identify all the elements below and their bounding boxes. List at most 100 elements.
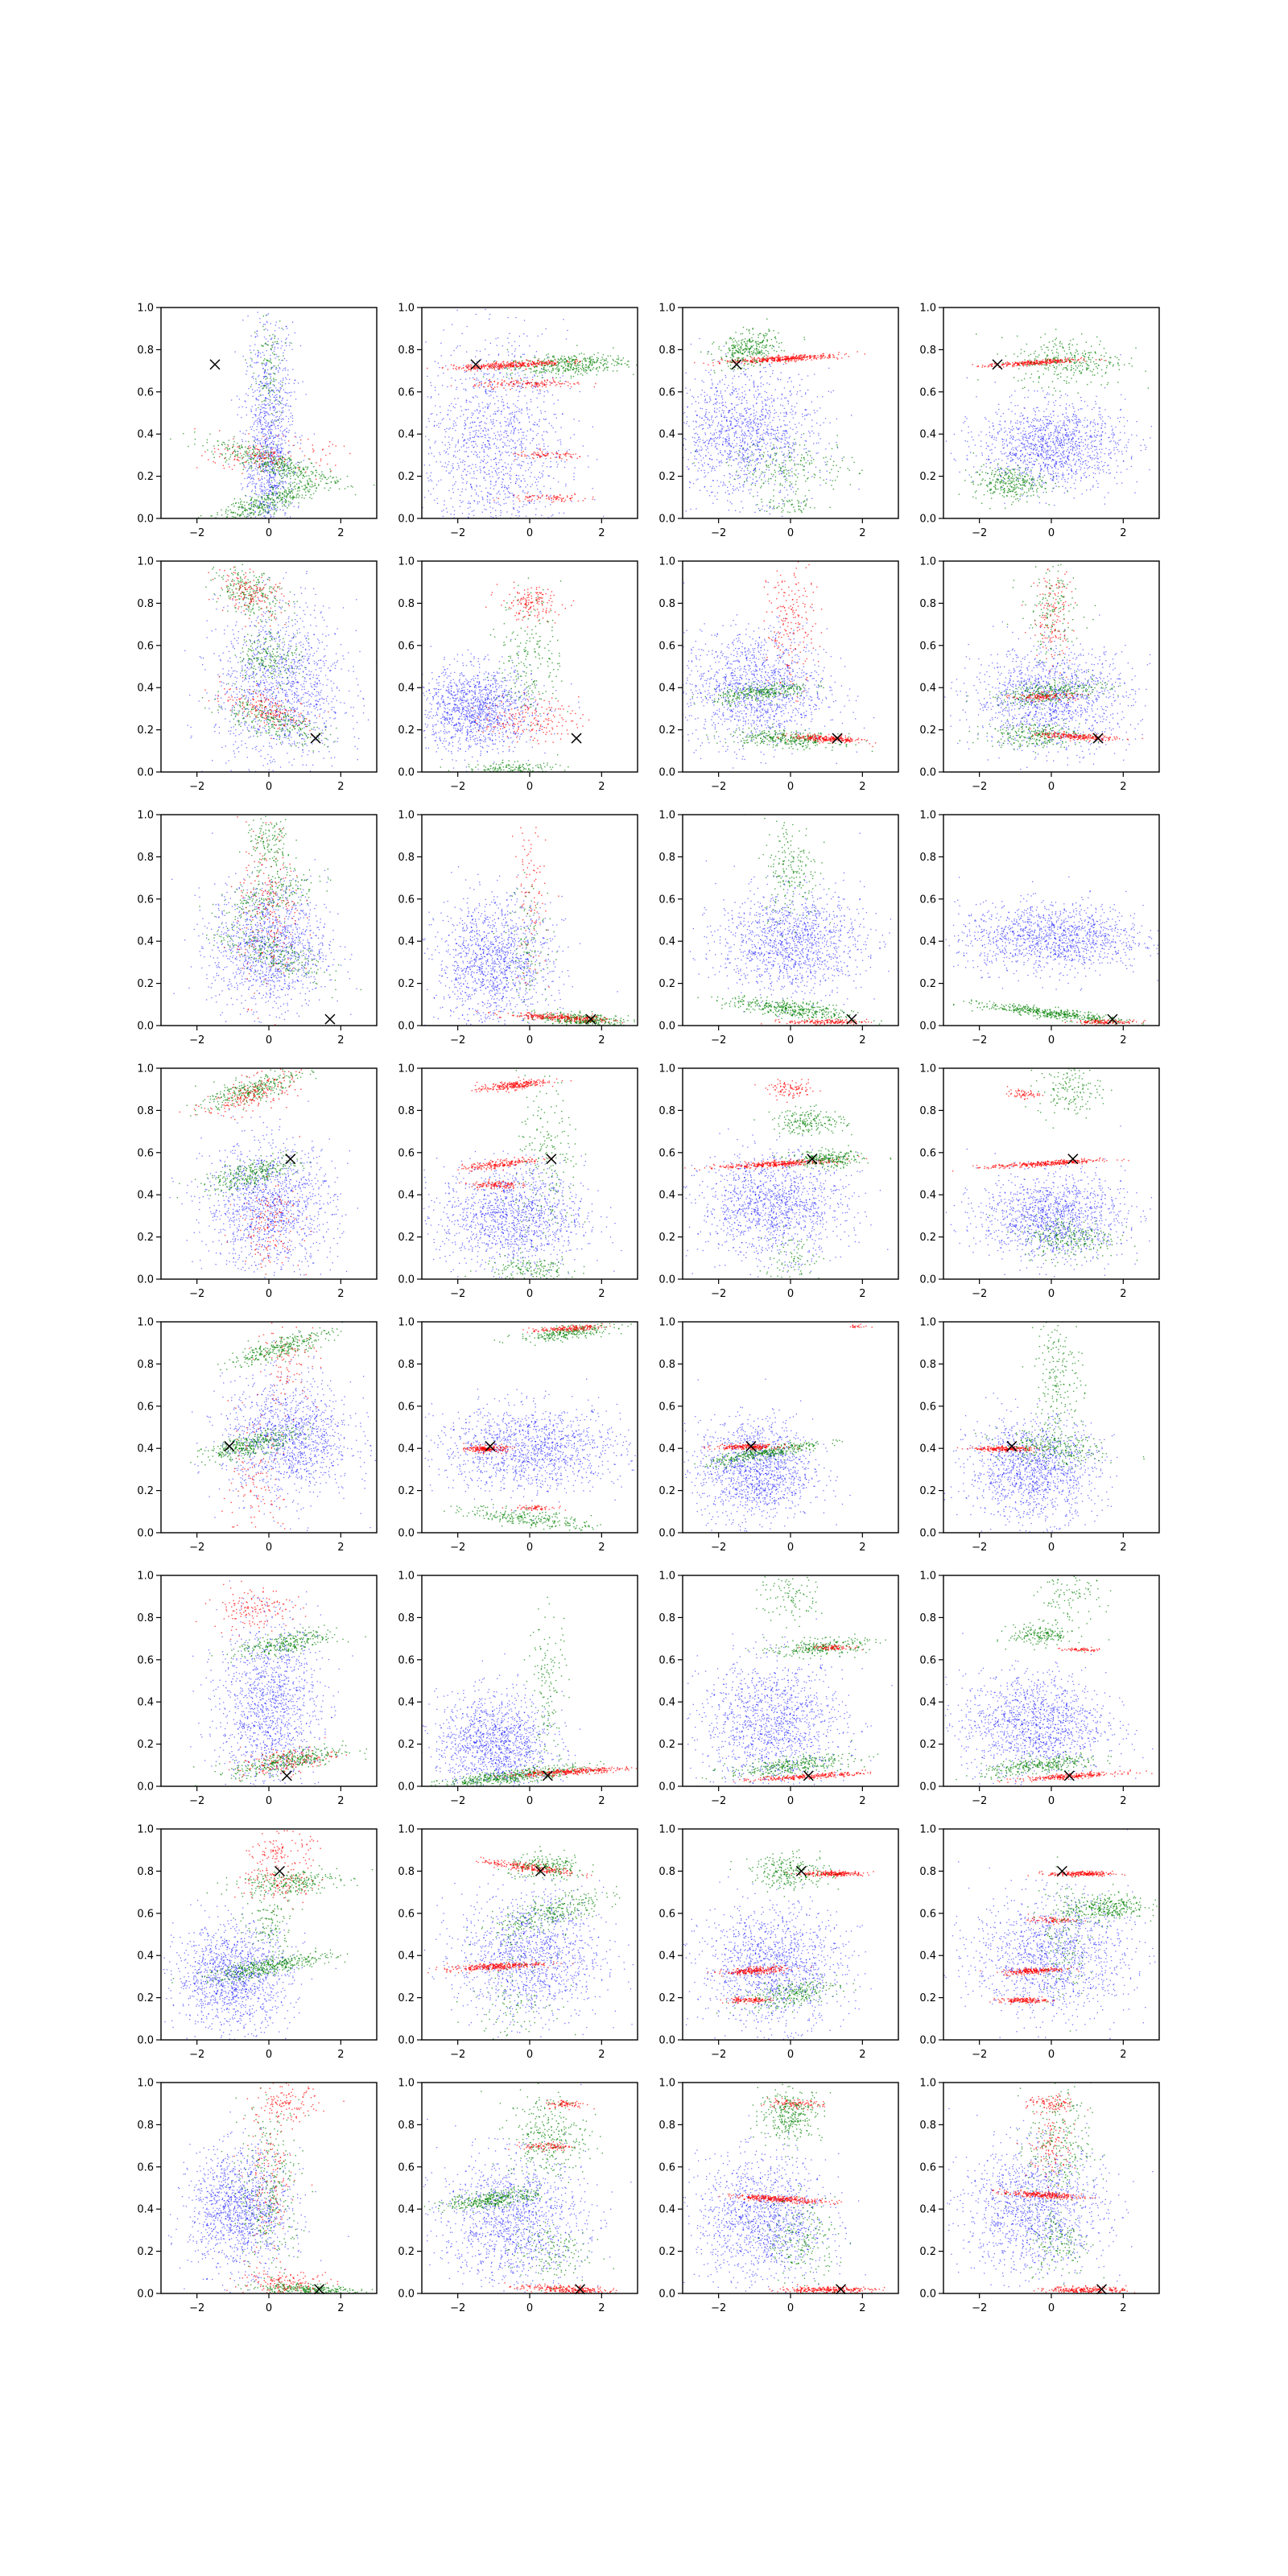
point-red bbox=[249, 433, 250, 434]
point-blue bbox=[498, 504, 499, 505]
point-blue bbox=[485, 488, 486, 489]
point-green bbox=[569, 363, 570, 364]
point-blue bbox=[266, 480, 267, 481]
point-green bbox=[623, 357, 624, 358]
point-blue bbox=[259, 413, 260, 414]
point-blue bbox=[465, 379, 466, 380]
point-blue bbox=[300, 345, 301, 346]
point-blue bbox=[472, 477, 473, 478]
point-blue bbox=[268, 482, 269, 483]
point-blue bbox=[276, 454, 277, 455]
point-blue bbox=[449, 447, 450, 448]
point-blue bbox=[259, 419, 260, 420]
point-blue bbox=[277, 452, 278, 453]
point-blue bbox=[274, 548, 275, 549]
point-green bbox=[272, 505, 273, 506]
point-green bbox=[280, 402, 281, 403]
point-blue bbox=[294, 506, 295, 507]
point-red bbox=[487, 368, 488, 369]
point-red bbox=[544, 380, 545, 381]
y-tick-label: 0.4 bbox=[398, 429, 415, 441]
point-red bbox=[568, 361, 569, 362]
axes-frame bbox=[161, 308, 377, 518]
point-blue bbox=[500, 537, 501, 538]
point-red bbox=[265, 455, 266, 456]
point-blue bbox=[516, 411, 517, 412]
point-blue bbox=[257, 472, 258, 473]
point-blue bbox=[269, 475, 270, 476]
point-blue bbox=[489, 314, 490, 315]
point-blue bbox=[288, 549, 289, 550]
point-blue bbox=[506, 564, 507, 565]
point-blue bbox=[495, 338, 496, 339]
point-blue bbox=[475, 464, 476, 465]
point-red bbox=[516, 364, 517, 365]
point-blue bbox=[534, 503, 535, 504]
point-blue bbox=[472, 511, 473, 512]
point-green bbox=[598, 358, 599, 359]
point-red bbox=[533, 495, 534, 496]
point-green bbox=[309, 486, 310, 487]
point-blue bbox=[785, 431, 786, 432]
point-red bbox=[522, 451, 523, 452]
point-blue bbox=[281, 341, 282, 342]
point-blue bbox=[741, 430, 742, 431]
point-blue bbox=[282, 385, 283, 386]
point-blue bbox=[528, 417, 529, 418]
point-green bbox=[287, 494, 288, 495]
point-blue bbox=[282, 408, 283, 409]
point-blue bbox=[440, 412, 441, 413]
point-blue bbox=[262, 442, 263, 443]
point-blue bbox=[573, 479, 574, 480]
point-blue bbox=[487, 407, 488, 408]
point-blue bbox=[531, 520, 532, 521]
point-blue bbox=[256, 521, 257, 522]
point-blue bbox=[776, 454, 777, 455]
point-blue bbox=[248, 388, 249, 389]
point-blue bbox=[451, 470, 452, 471]
point-red bbox=[252, 453, 253, 454]
point-blue bbox=[445, 452, 446, 453]
point-green bbox=[221, 444, 222, 445]
point-green bbox=[240, 498, 241, 499]
point-green bbox=[266, 344, 267, 345]
point-blue bbox=[285, 555, 286, 556]
point-green bbox=[606, 364, 607, 365]
point-green bbox=[263, 471, 264, 472]
point-blue bbox=[454, 514, 455, 515]
point-blue bbox=[445, 462, 446, 463]
point-green bbox=[583, 368, 584, 369]
point-green bbox=[279, 474, 280, 475]
point-blue bbox=[507, 435, 508, 436]
point-green bbox=[274, 507, 275, 508]
point-blue bbox=[287, 528, 288, 529]
point-red bbox=[528, 363, 529, 364]
point-blue bbox=[548, 475, 549, 476]
point-blue bbox=[410, 445, 411, 446]
point-blue bbox=[273, 422, 274, 423]
point-blue bbox=[282, 503, 283, 504]
point-green bbox=[268, 470, 269, 471]
point-blue bbox=[452, 428, 453, 429]
point-blue bbox=[282, 266, 283, 267]
point-green bbox=[200, 515, 201, 516]
point-blue bbox=[471, 468, 472, 469]
point-blue bbox=[286, 345, 287, 346]
point-blue bbox=[476, 467, 477, 468]
point-blue bbox=[243, 356, 244, 357]
point-blue bbox=[267, 403, 268, 404]
point-blue bbox=[501, 487, 502, 488]
point-green bbox=[245, 510, 246, 511]
point-red bbox=[349, 453, 350, 454]
point-green bbox=[298, 493, 299, 494]
point-blue bbox=[455, 380, 456, 381]
point-blue bbox=[503, 377, 504, 378]
point-green bbox=[279, 501, 280, 502]
point-green bbox=[269, 392, 270, 393]
point-blue bbox=[461, 477, 462, 478]
point-blue bbox=[274, 479, 275, 480]
point-red bbox=[556, 452, 557, 453]
point-blue bbox=[266, 362, 267, 363]
point-green bbox=[590, 361, 591, 362]
point-blue bbox=[771, 395, 772, 396]
